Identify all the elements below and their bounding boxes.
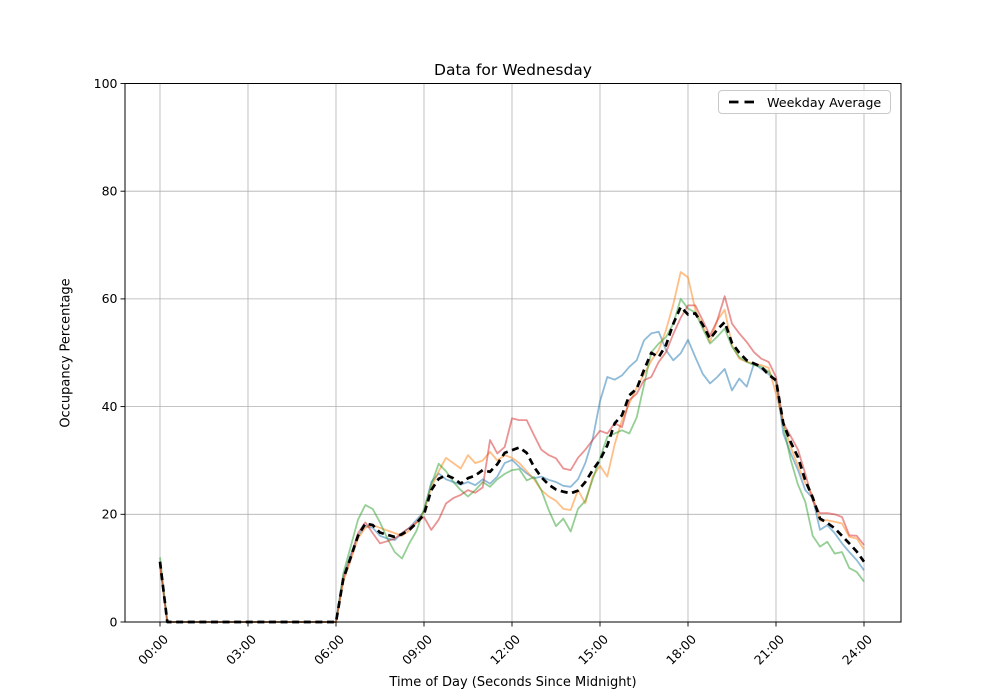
- x-axis-label: Time of Day (Seconds Since Midnight): [389, 675, 637, 690]
- legend-dash-sample: [729, 100, 757, 104]
- y-tick-label: 20: [102, 507, 118, 522]
- legend: Weekday Average: [718, 90, 892, 114]
- y-tick-label: 100: [94, 76, 118, 91]
- x-tick-label: 24:00: [839, 631, 875, 667]
- x-tick-label: 09:00: [399, 631, 435, 667]
- y-tick-label: 40: [102, 399, 118, 414]
- x-tick-label: 15:00: [575, 631, 611, 667]
- series-line-weekday-average: [158, 305, 866, 624]
- plot-border: [124, 83, 902, 623]
- x-tick-label: 03:00: [223, 631, 259, 667]
- x-tick-label: 00:00: [135, 631, 171, 667]
- legend-label: Weekday Average: [767, 94, 882, 110]
- x-tick-label: 06:00: [311, 631, 347, 667]
- y-axis-label: Occupancy Percentage: [58, 278, 74, 428]
- x-tick-label: 18:00: [663, 631, 699, 667]
- x-tick-label: 12:00: [487, 631, 523, 667]
- chart-title: Data for Wednesday: [434, 61, 592, 79]
- y-tick-label: 60: [102, 291, 118, 306]
- y-tick-label: 0: [110, 614, 118, 629]
- y-tick-label: 80: [102, 184, 118, 199]
- x-tick-label: 21:00: [751, 631, 787, 667]
